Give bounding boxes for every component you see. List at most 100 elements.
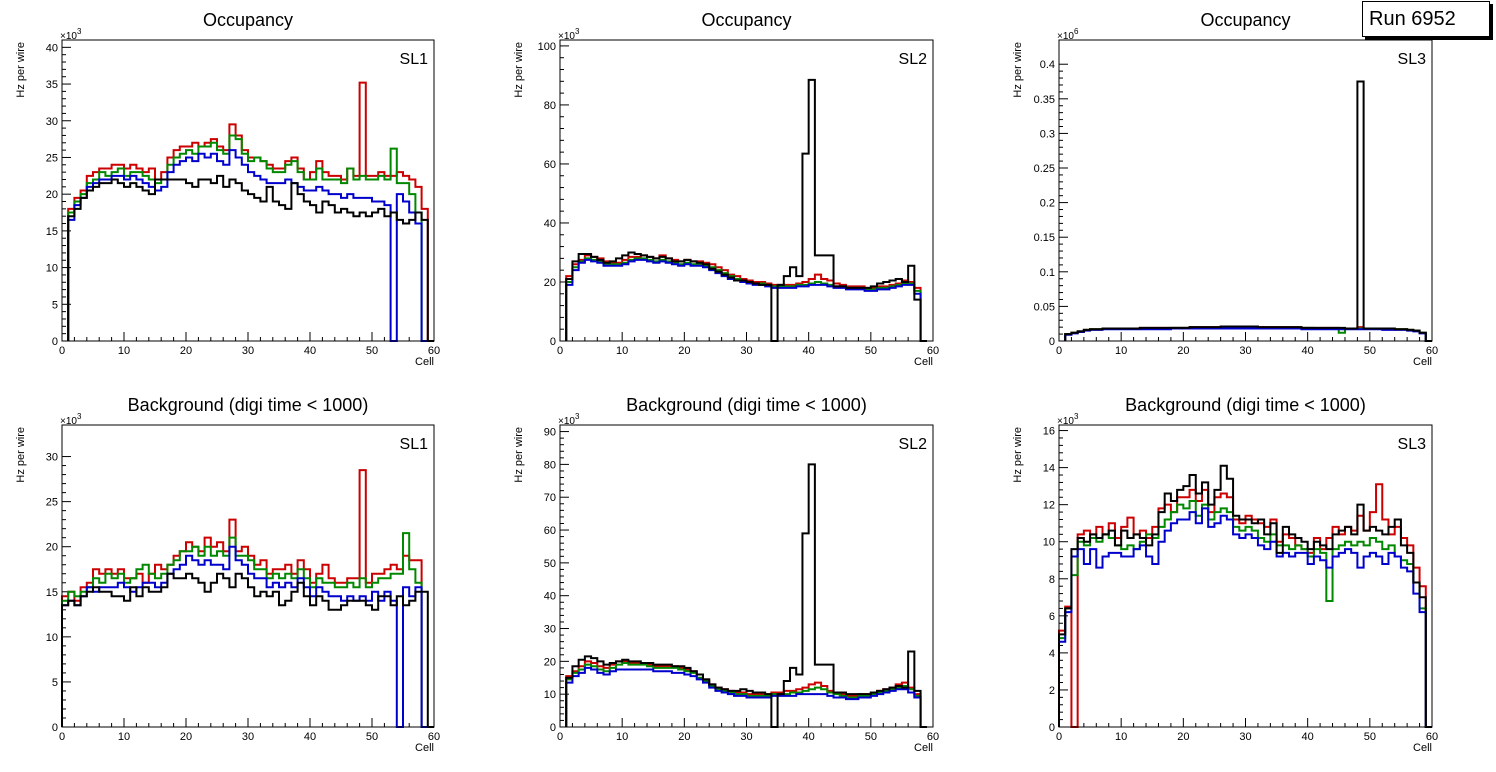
- y-tick-label: 14: [1043, 463, 1055, 475]
- axis-exponent: 3: [575, 412, 580, 421]
- y-tick-label: 100: [538, 41, 556, 53]
- axis-multiplier: ×106: [1057, 27, 1079, 42]
- x-tick-label: 10: [616, 345, 628, 357]
- x-tick-label: 0: [557, 345, 563, 357]
- y-tick-label: 0: [52, 722, 58, 734]
- x-tick-label: 50: [366, 345, 378, 357]
- y-tick-label: 60: [544, 525, 556, 537]
- series-red: [61, 469, 434, 728]
- series-blue: [565, 258, 927, 342]
- y-tick-label: 40: [544, 218, 556, 230]
- plot-frame: [61, 424, 435, 728]
- y-tick-label: 0.05: [1034, 301, 1055, 313]
- x-tick-label: 50: [1364, 345, 1376, 357]
- plot-frame: [1058, 424, 1433, 728]
- axis-multiplier: ×103: [1057, 412, 1079, 427]
- y-tick-label: 0: [550, 336, 556, 348]
- superlayer-tag: SL1: [400, 436, 429, 453]
- series-blue: [1058, 507, 1432, 728]
- y-tick-label: 20: [46, 542, 58, 554]
- y-axis-label: Hz per wire: [15, 427, 27, 483]
- y-tick-label: 0: [1049, 722, 1055, 734]
- panel-title: Background (digi time < 1000): [128, 395, 369, 415]
- panel-title: Background (digi time < 1000): [626, 395, 867, 415]
- series-black: [565, 78, 927, 342]
- superlayer-tag: SL2: [899, 436, 928, 453]
- y-axis-label: Hz per wire: [15, 42, 27, 98]
- x-tick-label: 30: [1239, 731, 1251, 743]
- y-tick-label: 20: [544, 656, 556, 668]
- x-tick-label: 40: [803, 345, 815, 357]
- panel-title: Occupancy: [203, 10, 293, 30]
- plot-frame: [61, 39, 435, 342]
- x-tick-label: 50: [1364, 731, 1376, 743]
- superlayer-tag: SL3: [1398, 436, 1427, 453]
- y-tick-label: 0.15: [1034, 232, 1055, 244]
- y-tick-label: 25: [46, 497, 58, 509]
- y-tick-label: 40: [46, 42, 58, 54]
- x-tick-label: 40: [1302, 345, 1314, 357]
- axis-exponent: 6: [1074, 27, 1079, 36]
- x-tick-label: 0: [59, 731, 65, 743]
- series-black: [1064, 80, 1432, 342]
- y-tick-label: 5: [52, 677, 58, 689]
- x-tick-label: 10: [1115, 345, 1127, 357]
- x-tick-label: 10: [118, 731, 130, 743]
- x-axis-label: Cell: [1413, 356, 1432, 368]
- x-tick-label: 20: [1177, 345, 1189, 357]
- x-tick-label: 20: [678, 731, 690, 743]
- superlayer-tag: SL1: [400, 51, 429, 68]
- x-axis-label: Cell: [415, 742, 434, 754]
- series-blue: [67, 149, 434, 342]
- x-tick-label: 60: [927, 345, 939, 357]
- y-tick-label: 0.4: [1040, 59, 1055, 71]
- x-axis-label: Cell: [1413, 742, 1432, 754]
- x-tick-label: 50: [865, 731, 877, 743]
- y-tick-label: 0: [550, 722, 556, 734]
- axis-exponent: 3: [77, 412, 82, 421]
- x-tick-label: 30: [740, 345, 752, 357]
- histogram-panel-4: Background (digi time < 1000) SL1 Hz per w…: [15, 395, 440, 754]
- series-blue: [1064, 327, 1432, 342]
- y-tick-label: 0: [1049, 336, 1055, 348]
- histogram-panel-5: Background (digi time < 1000) SL2 Hz per w…: [513, 395, 939, 754]
- series-red: [565, 254, 927, 342]
- y-tick-label: 6: [1049, 611, 1055, 623]
- y-tick-label: 8: [1049, 574, 1055, 586]
- plot-frame: [559, 424, 934, 728]
- panel-title: Occupancy: [701, 10, 791, 30]
- superlayer-tag: SL2: [899, 51, 928, 68]
- panel-title: Occupancy: [1200, 10, 1290, 30]
- x-tick-label: 60: [428, 731, 440, 743]
- x-tick-label: 0: [1056, 731, 1062, 743]
- y-tick-label: 30: [46, 116, 58, 128]
- y-tick-label: 10: [544, 689, 556, 701]
- x-tick-label: 30: [740, 731, 752, 743]
- series-blue: [61, 545, 434, 728]
- x-tick-label: 60: [1426, 345, 1438, 357]
- y-tick-label: 40: [544, 591, 556, 603]
- y-axis-label: Hz per wire: [513, 427, 525, 483]
- axis-exponent: 3: [77, 27, 82, 36]
- x-tick-label: 10: [118, 345, 130, 357]
- axis-multiplier: ×103: [558, 27, 580, 42]
- x-tick-label: 60: [1426, 731, 1438, 743]
- y-tick-label: 0.2: [1040, 198, 1055, 210]
- x-tick-label: 50: [366, 731, 378, 743]
- series-green: [565, 257, 927, 342]
- y-tick-label: 80: [544, 100, 556, 112]
- y-tick-label: 0: [52, 336, 58, 348]
- axis-multiplier: ×103: [60, 27, 82, 42]
- axis-exponent: 3: [1074, 412, 1079, 421]
- x-tick-label: 40: [1302, 731, 1314, 743]
- x-tick-label: 0: [557, 731, 563, 743]
- y-tick-label: 80: [544, 459, 556, 471]
- y-tick-label: 20: [46, 189, 58, 201]
- y-tick-label: 35: [46, 79, 58, 91]
- y-tick-label: 5: [52, 299, 58, 311]
- x-tick-label: 10: [616, 731, 628, 743]
- x-tick-label: 40: [304, 731, 316, 743]
- y-tick-label: 15: [46, 226, 58, 238]
- y-tick-label: 16: [1043, 426, 1055, 438]
- x-tick-label: 20: [180, 731, 192, 743]
